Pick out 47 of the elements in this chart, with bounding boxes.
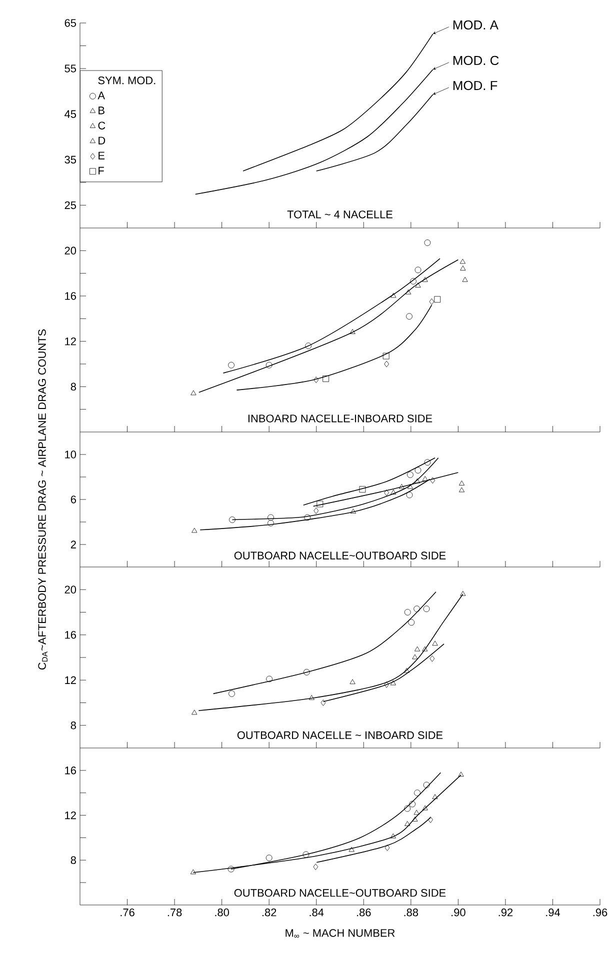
x-tick-label: .82 [262,908,276,916]
legend-label: E [98,152,105,160]
y-tick-label: 25 [64,201,76,210]
x-tick-label: .94 [546,908,560,916]
legend-label: B [98,106,104,114]
x-tick-label: .90 [452,908,466,916]
legend-label: MOD. A [453,20,498,30]
legend-label: C [98,122,106,130]
legend-label: A [98,92,105,100]
y-tick-label: 12 [65,338,76,346]
text: TOTAL ~ 4 NACELLE [287,210,392,218]
text: OUTBOARD NACELLE~OUTBOARD SIDE [234,552,446,560]
x-axis-title: M$_{∞}$ ~ MACH NUMBER [286,929,395,938]
legend-label: MOD. C [453,56,499,66]
y-tick-label: 8 [70,382,76,391]
x-tick-label: .96 [593,908,608,916]
x-tick-label: .88 [404,908,418,916]
y-tick-label: 65 [64,19,76,27]
x-tick-label: .86 [357,908,371,916]
y-tick-label: 55 [64,64,76,72]
y-tick-label: 6 [70,496,76,504]
text: OUTBOARD NACELLE ~ INBOARD SIDE [237,731,443,740]
y-tick-label: 8 [70,721,76,730]
text: OUTBOARD NACELLE~OUTBOARD SIDE [234,889,446,897]
legend-label: D [98,136,106,144]
y-tick-label: 45 [64,110,76,118]
legend-title: SYM. MOD. [98,76,156,84]
y-tick-label: 20 [64,586,76,594]
x-tick-label: .76 [120,908,134,916]
x-tick-label: .78 [168,908,182,916]
text: INBOARD NACELLE-INBOARD SIDE [248,414,432,422]
y-tick-label: 12 [65,811,76,820]
x-tick-label: .80 [215,908,229,916]
x-tick-label: .92 [498,908,513,916]
y-tick-label: 2 [70,540,76,548]
y-tick-label: 16 [65,292,76,300]
legend-label: F [98,166,104,174]
y-tick-label: 10 [65,450,76,458]
legend-label: MOD. F [453,80,498,90]
x-tick-label: .84 [310,908,324,916]
y-tick-label: 16 [65,631,76,639]
y-tick-label: 20 [64,246,76,255]
y-tick-label: 8 [70,856,76,864]
y-tick-label: 12 [65,676,76,684]
y-tick-label: 16 [65,766,76,774]
y-tick-label: 35 [64,156,76,164]
y-axis-title: C$_{DA}$~AFTERBODY PRESSURE DRAG ~ AIRPLANE DRAG COUNTS [38,329,48,670]
